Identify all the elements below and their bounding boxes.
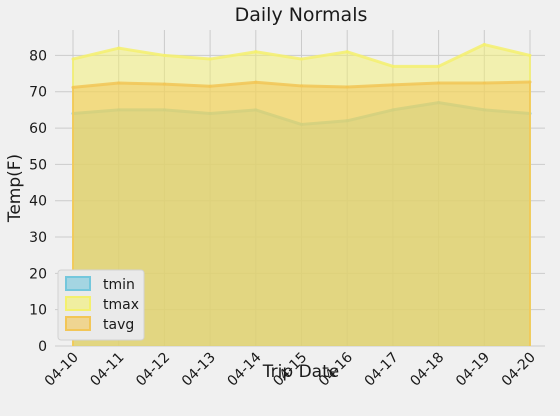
point-tavg-04-14 bbox=[254, 80, 258, 84]
point-tmax-04-18 bbox=[437, 64, 441, 68]
y-tick-label-70: 70 bbox=[29, 85, 47, 101]
y-tick-labels: 0 10 20 30 40 50 60 70 80 bbox=[29, 48, 47, 355]
point-tavg-04-13 bbox=[208, 84, 212, 88]
point-tavg-04-19 bbox=[482, 81, 486, 85]
point-tavg-04-18 bbox=[437, 81, 441, 85]
point-tmax-04-14 bbox=[254, 50, 258, 54]
point-tavg-04-11 bbox=[117, 81, 121, 85]
data-areas bbox=[71, 43, 532, 346]
point-tavg-04-12 bbox=[162, 82, 166, 86]
legend: tmin tmax tavg bbox=[57, 269, 145, 341]
y-tick-label-60: 60 bbox=[29, 121, 47, 137]
area-tavg bbox=[73, 81, 530, 346]
point-tavg-04-16 bbox=[345, 85, 349, 89]
legend-label-tavg: tavg bbox=[103, 317, 134, 333]
legend-swatch-tmin bbox=[65, 276, 91, 291]
y-tick-label-30: 30 bbox=[29, 230, 47, 246]
legend-label-tmax: tmax bbox=[103, 297, 139, 313]
point-tavg-04-15 bbox=[300, 84, 303, 88]
chart-title: Daily Normals bbox=[235, 4, 368, 26]
point-tmax-04-11 bbox=[117, 46, 121, 50]
point-tmax-04-13 bbox=[208, 57, 212, 61]
point-tavg-04-17 bbox=[391, 83, 395, 87]
legend-label-tmin: tmin bbox=[103, 277, 135, 293]
legend-swatch-tmax bbox=[65, 296, 91, 311]
y-tick-label-10: 10 bbox=[29, 303, 47, 319]
y-tick-label-80: 80 bbox=[29, 48, 47, 64]
y-tick-label-0: 0 bbox=[38, 339, 47, 355]
y-axis-label: Temp(F) bbox=[5, 154, 25, 223]
y-tick-label-50: 50 bbox=[29, 157, 47, 173]
point-tmax-04-19 bbox=[482, 43, 486, 47]
point-tmax-04-17 bbox=[391, 64, 395, 68]
legend-swatch-tavg bbox=[65, 316, 91, 331]
y-tick-label-20: 20 bbox=[29, 266, 47, 282]
point-tmax-04-12 bbox=[162, 53, 166, 57]
point-tmax-04-15 bbox=[300, 57, 303, 61]
y-tick-label-40: 40 bbox=[29, 194, 47, 210]
x-axis-label: Trip Date bbox=[262, 362, 339, 382]
point-tmax-04-16 bbox=[345, 50, 349, 54]
